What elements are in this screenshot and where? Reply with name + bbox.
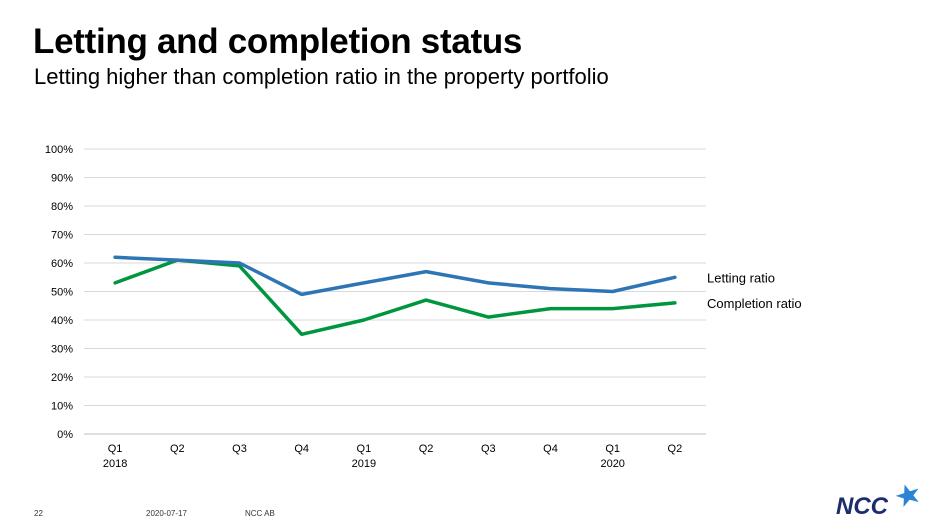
x-tick-year-label: 2020 xyxy=(600,458,624,470)
x-tick-label: Q4 xyxy=(543,443,558,455)
x-tick-label: Q4 xyxy=(294,443,309,455)
series-label-letting-ratio: Letting ratio xyxy=(707,270,775,285)
ncc-logo: NCC xyxy=(836,484,919,520)
x-tick-label: Q3 xyxy=(481,443,496,455)
x-tick-label: Q2 xyxy=(668,443,683,455)
x-tick-year-label: 2018 xyxy=(103,458,127,470)
footer-company: NCC AB xyxy=(245,509,275,518)
y-tick-label: 30% xyxy=(51,344,73,356)
x-tick-label: Q1 xyxy=(108,443,123,455)
y-tick-label: 70% xyxy=(51,230,73,242)
y-tick-label: 10% xyxy=(51,401,73,413)
footer-page-number: 22 xyxy=(34,509,43,518)
x-tick-label: Q2 xyxy=(170,443,185,455)
x-tick-year-label: 2019 xyxy=(352,458,376,470)
y-tick-label: 90% xyxy=(51,173,73,185)
page-subtitle: Letting higher than completion ratio in … xyxy=(34,64,609,89)
y-tick-label: 60% xyxy=(51,258,73,270)
x-tick-label: Q1 xyxy=(605,443,620,455)
y-tick-label: 40% xyxy=(51,315,73,327)
y-tick-label: 80% xyxy=(51,201,73,213)
series-line-letting-ratio xyxy=(113,255,677,297)
series-line-completion-ratio xyxy=(113,258,677,337)
series-label-completion-ratio: Completion ratio xyxy=(707,296,802,311)
star-icon xyxy=(895,484,919,507)
page-title: Letting and completion status xyxy=(33,22,523,61)
x-tick-label: Q2 xyxy=(419,443,434,455)
y-tick-label: 0% xyxy=(57,429,73,441)
y-tick-label: 100% xyxy=(45,144,73,156)
y-tick-label: 20% xyxy=(51,372,73,384)
ncc-logo-text: NCC xyxy=(836,493,889,520)
x-tick-label: Q1 xyxy=(357,443,372,455)
y-tick-label: 50% xyxy=(51,287,73,299)
footer-date: 2020-07-17 xyxy=(146,509,187,518)
x-tick-label: Q3 xyxy=(232,443,247,455)
